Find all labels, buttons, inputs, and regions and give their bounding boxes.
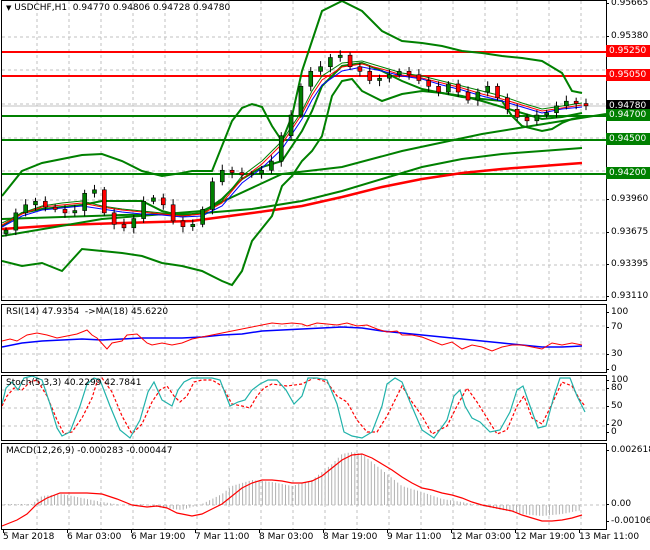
- price-tick: 0.93395: [606, 259, 650, 270]
- stoch-tick: 20: [606, 419, 650, 430]
- macd-panel[interactable]: MACD(12,26,9) -0.000283 -0.000447: [1, 443, 607, 530]
- price-axis[interactable]: 0.95665 0.95380 0.93960 0.93675 0.93395 …: [606, 0, 650, 302]
- price-tick: 0.93110: [606, 291, 650, 302]
- time-label: 12 Mar 19:00: [515, 532, 576, 542]
- macd-signal-line: [2, 453, 583, 527]
- rsi-ma-line: [2, 326, 583, 348]
- time-label: 7 Mar 11:00: [195, 532, 250, 542]
- rsi-tick: 0: [606, 364, 650, 375]
- time-label: 9 Mar 11:00: [387, 532, 442, 542]
- price-tick: 0.93675: [606, 227, 650, 238]
- macd-chart-svg: [2, 444, 606, 529]
- price-tag-095050: 0.95050: [606, 69, 650, 81]
- ma-short-blue: [2, 66, 583, 228]
- price-tag-094500: 0.94500: [606, 133, 650, 145]
- macd-tick: 0.00: [606, 499, 650, 510]
- rsi-tick: 30: [606, 349, 650, 360]
- rsi-tick: 100: [606, 307, 650, 318]
- price-chart-svg: [2, 1, 606, 300]
- symbol-ohlc-label: USDCHF,H1 0.94770 0.94806 0.94728 0.9478…: [14, 3, 231, 13]
- bollinger-upper: [2, 1, 583, 197]
- price-tick: 0.95665: [606, 0, 650, 9]
- price-tick: 0.95380: [606, 31, 650, 42]
- rsi-title: RSI(14) 47.9354 ->MA(18) 45.6220: [6, 307, 169, 317]
- time-label: 12 Mar 03:00: [451, 532, 512, 542]
- stoch-k-line: [2, 376, 586, 439]
- ma-short-green: [2, 60, 583, 224]
- main-chart-panel[interactable]: ▼ USDCHF,H1 0.94770 0.94806 0.94728 0.94…: [1, 0, 607, 301]
- price-tag-094200: 0.94200: [606, 167, 650, 179]
- stoch-signal-line: [2, 377, 586, 435]
- stoch-panel[interactable]: Stoch(5,3,3) 40.2299 42.7841: [1, 375, 607, 441]
- macd-axis: 0.002618 0.00 -0.001061: [606, 443, 650, 529]
- rsi-panel[interactable]: RSI(14) 47.9354 ->MA(18) 45.6220: [1, 304, 607, 373]
- grid: [2, 1, 606, 300]
- ma-long-green: [2, 147, 583, 220]
- trendline-green: [2, 113, 606, 237]
- candlesticks: [3, 50, 589, 237]
- bollinger-middle: [2, 61, 583, 227]
- bollinger-lower: [2, 77, 583, 287]
- time-label: 6 Mar 03:00: [67, 532, 122, 542]
- time-label: 5 Mar 2018: [3, 532, 55, 542]
- stoch-tick: 100: [606, 375, 650, 386]
- macd-tick: -0.001061: [606, 516, 650, 527]
- macd-tick: 0.002618: [606, 445, 650, 456]
- stoch-chart-svg: [2, 376, 606, 440]
- stoch-tick: 80: [606, 383, 650, 394]
- rsi-axis: 100 70 30 0: [606, 304, 650, 375]
- time-label: 8 Mar 03:00: [259, 532, 314, 542]
- time-axis[interactable]: 5 Mar 2018 6 Mar 03:00 6 Mar 19:00 7 Mar…: [0, 529, 650, 550]
- macd-title: MACD(12,26,9) -0.000283 -0.000447: [6, 446, 173, 456]
- price-tag-094700: 0.94700: [606, 109, 650, 121]
- time-label: 8 Mar 19:00: [323, 532, 378, 542]
- rsi-line: [2, 322, 583, 352]
- stoch-tick: 0: [606, 427, 650, 438]
- stoch-title: Stoch(5,3,3) 40.2299 42.7841: [6, 378, 142, 388]
- macd-histogram: [4, 452, 580, 516]
- rsi-chart-svg: [2, 305, 606, 372]
- stoch-tick: 50: [606, 401, 650, 412]
- time-label: 6 Mar 19:00: [131, 532, 186, 542]
- stoch-axis: 100 80 50 20 0: [606, 375, 650, 440]
- ma-long-red: [2, 161, 583, 231]
- rsi-tick: 70: [606, 322, 650, 333]
- price-tag-095250: 0.95250: [606, 45, 650, 57]
- time-label: 13 Mar 11:00: [579, 532, 640, 542]
- price-tick: 0.93960: [606, 194, 650, 205]
- chart-title: ▼ USDCHF,H1 0.94770 0.94806 0.94728 0.94…: [6, 3, 230, 13]
- collapse-icon[interactable]: ▼: [6, 4, 12, 12]
